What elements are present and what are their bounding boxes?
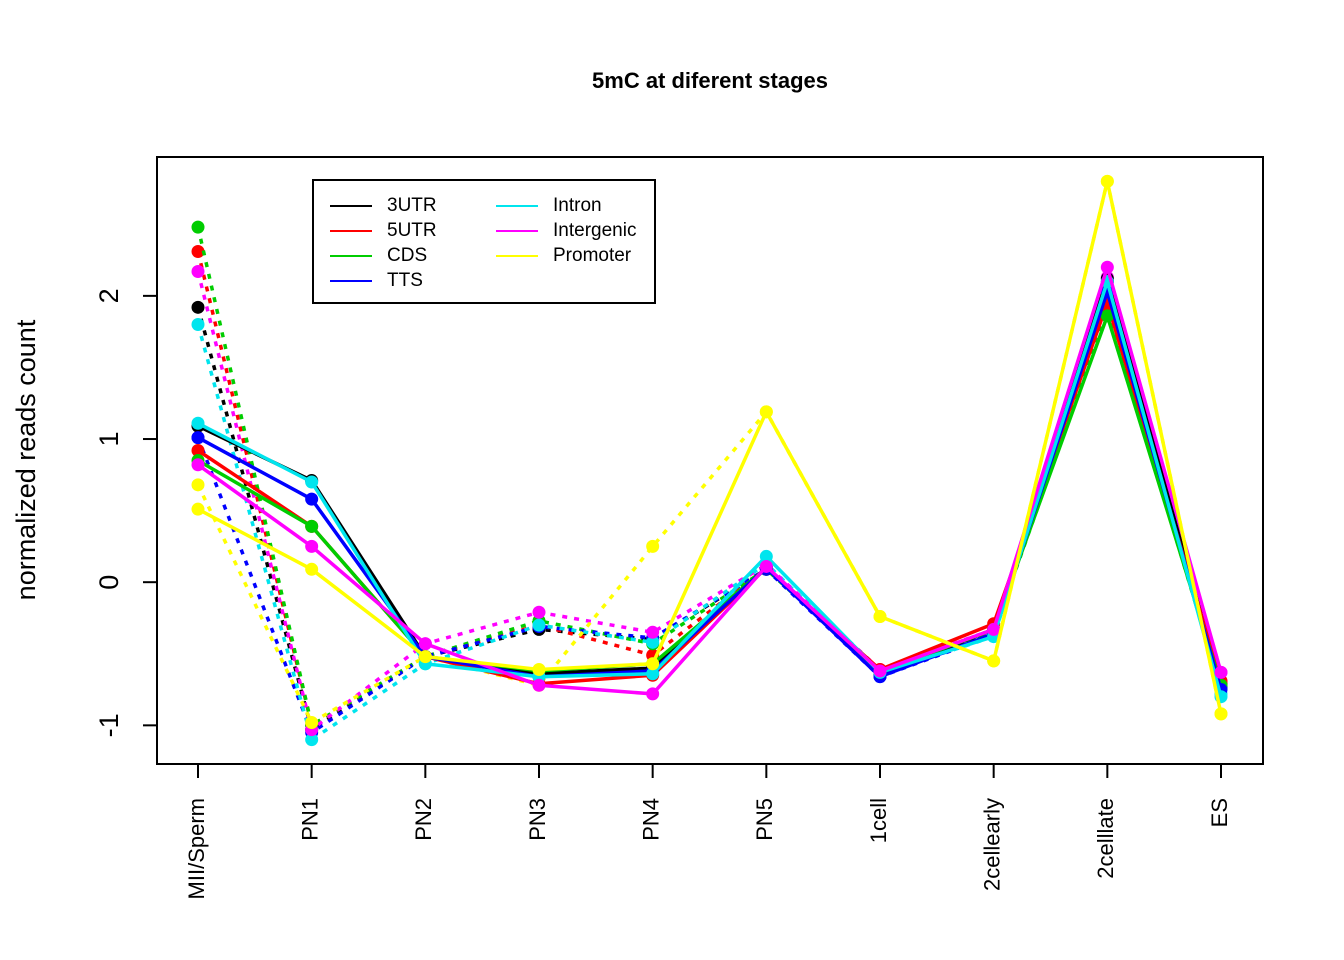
legend-box: [312, 179, 656, 304]
legend-label: TTS: [387, 270, 423, 291]
series-intergenic: [191, 260, 1228, 701]
data-point: [1100, 174, 1114, 188]
data-point: [873, 610, 887, 624]
data-point: [532, 678, 546, 692]
series-line: [196, 291, 1223, 735]
legend-label: 5UTR: [387, 220, 437, 241]
data-point: [305, 539, 319, 553]
series-dashed: [191, 283, 1228, 747]
data-point: [1214, 665, 1228, 679]
data-point: [646, 667, 660, 681]
data-point: [191, 416, 205, 430]
x-tick-label: PN4: [638, 798, 663, 841]
x-tick-label: PN3: [525, 798, 550, 841]
data-point: [532, 663, 546, 677]
y-axis-label: normalized reads count: [11, 319, 41, 600]
y-tick-label: -1: [94, 713, 124, 737]
series-line: [196, 251, 1223, 728]
series-promoter: [191, 174, 1228, 721]
x-tick-label: 2cellearly: [979, 798, 1004, 891]
series-line: [197, 179, 1223, 715]
legend-item: CDS: [330, 245, 427, 266]
data-point: [191, 458, 205, 472]
x-tick-label: 2celllate: [1093, 798, 1118, 879]
data-point: [305, 519, 319, 533]
data-point: [1100, 260, 1114, 274]
data-point: [1100, 309, 1114, 323]
data-point: [759, 549, 773, 563]
legend-item: TTS: [330, 270, 423, 291]
y-tick-label: 2: [94, 288, 124, 303]
x-tick-label: PN5: [752, 798, 777, 841]
x-tick-label: PN1: [297, 798, 322, 841]
data-point: [191, 244, 205, 258]
data-point: [418, 637, 432, 651]
x-tick-label: ES: [1207, 798, 1232, 827]
series-line: [196, 288, 1223, 742]
data-point: [1214, 707, 1228, 721]
legend-item: 3UTR: [330, 195, 437, 216]
data-point: [418, 650, 432, 664]
data-point: [191, 220, 205, 234]
series-cds: [191, 309, 1228, 692]
data-point: [532, 605, 546, 619]
legend-label: CDS: [387, 245, 427, 266]
data-point: [305, 715, 319, 729]
x-tick-label: 1cell: [866, 798, 891, 843]
y-axis: -1 0 1 2: [94, 288, 158, 737]
data-point: [191, 300, 205, 314]
data-point: [646, 539, 660, 553]
legend-label: 3UTR: [387, 195, 437, 216]
legend-item: Intergenic: [496, 220, 636, 241]
data-point: [646, 687, 660, 701]
data-point: [191, 431, 205, 445]
y-tick-label: 0: [94, 575, 124, 590]
data-point: [191, 265, 205, 279]
legend-label: Promoter: [553, 245, 632, 266]
chart-title: 5mC at diferent stages: [592, 68, 828, 93]
series-line: [196, 271, 1223, 732]
series-dashed: [191, 275, 1228, 737]
data-point: [191, 443, 205, 457]
series-line: [197, 276, 1223, 686]
data-point: [646, 635, 660, 649]
data-point: [987, 622, 1001, 636]
data-point: [646, 625, 660, 639]
data-point: [191, 478, 205, 492]
data-point: [759, 405, 773, 419]
data-point: [305, 733, 319, 747]
series-intron: [191, 275, 1228, 704]
series-dashed: [191, 244, 1228, 732]
y-tick-label: 1: [94, 432, 124, 447]
data-point: [305, 562, 319, 576]
x-axis: MII/Sperm PN1 PN2 PN3 PN4 PN5 1cell 2cellearly 2…: [184, 763, 1232, 899]
legend-item: Promoter: [496, 245, 632, 266]
legend-item: Intron: [496, 195, 602, 216]
data-point: [873, 664, 887, 678]
legend-label: Intron: [553, 195, 602, 216]
data-point: [191, 317, 205, 331]
data-point: [305, 492, 319, 506]
legend-item: 5UTR: [330, 220, 437, 241]
legend: 3UTR 5UTR CDS TTS Intron Intergenic Promoter: [312, 179, 656, 304]
series-tts: [191, 285, 1228, 697]
series-line: [197, 279, 1223, 698]
x-tick-label: PN2: [411, 798, 436, 841]
legend-label: Intergenic: [553, 220, 636, 241]
series-layer: [191, 174, 1228, 747]
data-point: [305, 475, 319, 489]
data-point: [987, 654, 1001, 668]
x-tick-label: MII/Sperm: [184, 798, 209, 899]
data-point: [191, 502, 205, 516]
series-dashed: [191, 286, 1228, 740]
data-point: [759, 559, 773, 573]
series-line: [197, 301, 1223, 686]
data-point: [646, 657, 660, 671]
data-point: [532, 618, 546, 632]
series-line: [196, 265, 1223, 696]
